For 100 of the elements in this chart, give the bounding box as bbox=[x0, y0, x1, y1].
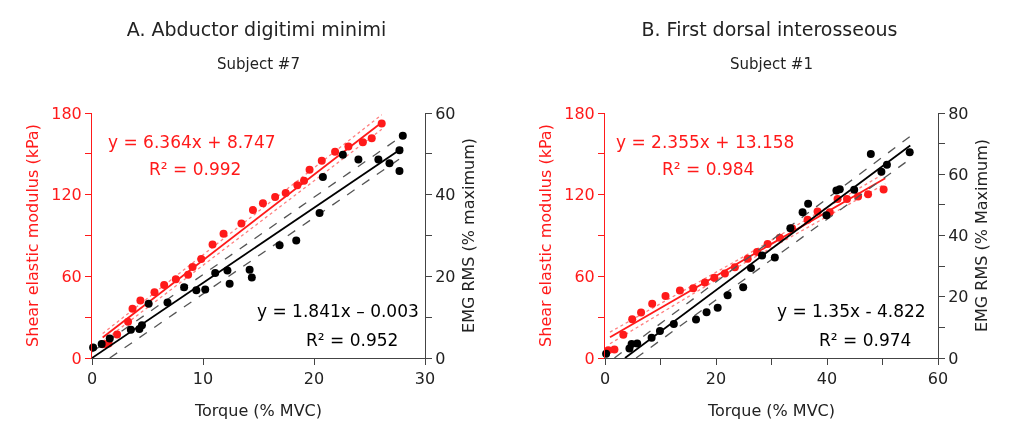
point bbox=[171, 275, 180, 284]
point bbox=[905, 148, 914, 157]
chart-title: A. Abductor digitimi minimi bbox=[126, 18, 387, 41]
point bbox=[746, 263, 755, 272]
point bbox=[633, 339, 642, 348]
point bbox=[739, 283, 748, 292]
point bbox=[669, 320, 678, 329]
point bbox=[211, 269, 220, 278]
point bbox=[367, 134, 376, 143]
point bbox=[758, 251, 767, 260]
annotation: y = 1.35x - 4.822 bbox=[777, 301, 926, 321]
point bbox=[713, 303, 722, 312]
annotation: y = 2.355x + 13.158 bbox=[616, 132, 795, 152]
y2-tick-label: 40 bbox=[948, 226, 969, 246]
y-tick-label: 180 bbox=[564, 103, 595, 123]
point bbox=[201, 285, 210, 294]
point bbox=[385, 159, 394, 168]
point bbox=[395, 146, 404, 155]
point bbox=[377, 119, 386, 128]
point bbox=[344, 142, 353, 151]
point bbox=[864, 190, 873, 199]
point bbox=[113, 330, 122, 339]
point bbox=[293, 181, 302, 190]
point bbox=[842, 194, 851, 203]
point bbox=[374, 155, 383, 164]
point bbox=[237, 219, 246, 228]
chart-title: B. First dorsal interosseous bbox=[641, 18, 898, 41]
x-tick-label: 40 bbox=[816, 369, 838, 389]
y2-tick-label: 20 bbox=[435, 266, 456, 286]
point bbox=[398, 131, 407, 140]
point bbox=[720, 269, 729, 278]
point bbox=[184, 270, 193, 279]
point bbox=[124, 317, 133, 326]
x-axis-title: Torque (% MVC) bbox=[706, 401, 836, 420]
point bbox=[723, 291, 732, 300]
y2-tick-label: 40 bbox=[435, 185, 456, 205]
annotation: R² = 0.974 bbox=[819, 330, 912, 350]
y2-tick-label: 60 bbox=[948, 164, 969, 184]
point bbox=[689, 284, 698, 293]
point bbox=[192, 286, 201, 295]
y2-axis-title: EMG RMS (% Maximum) bbox=[972, 138, 992, 333]
point bbox=[628, 315, 637, 324]
x-tick-label: 0 bbox=[599, 369, 611, 389]
point bbox=[136, 296, 145, 305]
point bbox=[271, 192, 280, 201]
point bbox=[647, 333, 656, 342]
point bbox=[877, 167, 886, 176]
y2-tick-label: 0 bbox=[948, 348, 959, 368]
x-tick-label: 0 bbox=[86, 369, 98, 389]
annotation: R² = 0.992 bbox=[149, 159, 242, 179]
point bbox=[128, 304, 137, 313]
point bbox=[300, 176, 309, 185]
point bbox=[137, 321, 146, 330]
y-axis-title: Shear elastic modulus (kPa) bbox=[23, 124, 43, 347]
point bbox=[163, 298, 172, 307]
x-tick-label: 30 bbox=[414, 369, 436, 389]
point bbox=[879, 185, 888, 194]
annotation: R² = 0.952 bbox=[306, 330, 399, 350]
point bbox=[655, 327, 664, 336]
point bbox=[692, 315, 701, 324]
point bbox=[208, 240, 217, 249]
point bbox=[331, 147, 340, 156]
point bbox=[763, 239, 772, 248]
y2-tick-label: 0 bbox=[435, 348, 446, 368]
point bbox=[637, 308, 646, 317]
point bbox=[305, 165, 314, 174]
annotation: y = 1.841x – 0.003 bbox=[257, 301, 419, 321]
point bbox=[292, 236, 301, 245]
point bbox=[318, 173, 327, 182]
x-tick-label: 60 bbox=[927, 369, 949, 389]
point bbox=[619, 330, 628, 339]
point bbox=[188, 263, 197, 272]
y-tick-label: 60 bbox=[61, 266, 82, 286]
point bbox=[648, 299, 657, 308]
point bbox=[275, 241, 284, 250]
y-axis-title: Shear elastic modulus (kPa) bbox=[536, 124, 556, 347]
y2-tick-label: 20 bbox=[948, 287, 969, 307]
point bbox=[247, 273, 256, 282]
point bbox=[702, 308, 711, 317]
chart-subtitle: Subject #7 bbox=[217, 55, 300, 73]
point bbox=[105, 334, 114, 343]
annotation: R² = 0.984 bbox=[662, 159, 755, 179]
point bbox=[197, 255, 206, 264]
point bbox=[89, 343, 98, 352]
point bbox=[144, 299, 153, 308]
point bbox=[223, 266, 232, 275]
point bbox=[160, 280, 169, 289]
point bbox=[358, 138, 367, 147]
x-tick-label: 10 bbox=[192, 369, 214, 389]
point bbox=[610, 345, 619, 354]
point bbox=[258, 199, 267, 208]
annotation: y = 6.364x + 8.747 bbox=[108, 132, 276, 152]
chart-subtitle: Subject #1 bbox=[730, 55, 813, 73]
point bbox=[315, 209, 324, 218]
point bbox=[317, 156, 326, 165]
x-tick-label: 20 bbox=[303, 369, 325, 389]
point bbox=[219, 229, 228, 238]
point bbox=[700, 278, 709, 287]
point bbox=[248, 206, 257, 215]
y2-axis-title: EMG RMS (% maximum) bbox=[459, 138, 479, 333]
